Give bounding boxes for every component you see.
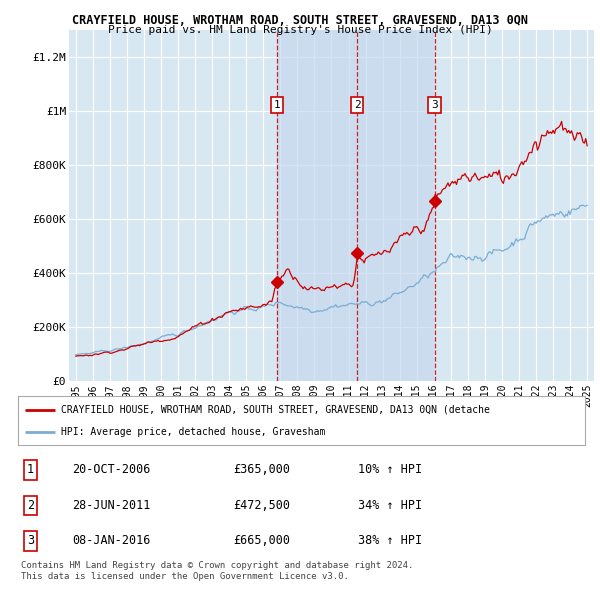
Text: £365,000: £365,000 (233, 463, 290, 476)
Text: CRAYFIELD HOUSE, WROTHAM ROAD, SOUTH STREET, GRAVESEND, DA13 0QN: CRAYFIELD HOUSE, WROTHAM ROAD, SOUTH STR… (72, 14, 528, 27)
Text: Price paid vs. HM Land Registry's House Price Index (HPI): Price paid vs. HM Land Registry's House … (107, 25, 493, 35)
Text: 3: 3 (27, 535, 34, 548)
Text: 10% ↑ HPI: 10% ↑ HPI (358, 463, 422, 476)
Text: HPI: Average price, detached house, Gravesham: HPI: Average price, detached house, Grav… (61, 427, 325, 437)
Text: 08-JAN-2016: 08-JAN-2016 (72, 535, 150, 548)
Text: This data is licensed under the Open Government Licence v3.0.: This data is licensed under the Open Gov… (21, 572, 349, 581)
Text: CRAYFIELD HOUSE, WROTHAM ROAD, SOUTH STREET, GRAVESEND, DA13 0QN (detache: CRAYFIELD HOUSE, WROTHAM ROAD, SOUTH STR… (61, 405, 490, 415)
Text: £472,500: £472,500 (233, 499, 290, 512)
Text: Contains HM Land Registry data © Crown copyright and database right 2024.: Contains HM Land Registry data © Crown c… (21, 560, 413, 569)
Bar (277, 30, 434, 381)
Text: 3: 3 (431, 100, 438, 110)
Text: 34% ↑ HPI: 34% ↑ HPI (358, 499, 422, 512)
Text: 20-OCT-2006: 20-OCT-2006 (72, 463, 150, 476)
Text: 2: 2 (353, 100, 361, 110)
Text: 28-JUN-2011: 28-JUN-2011 (72, 499, 150, 512)
Text: 2: 2 (27, 499, 34, 512)
Text: £665,000: £665,000 (233, 535, 290, 548)
Text: 1: 1 (274, 100, 280, 110)
Text: 1: 1 (27, 463, 34, 476)
Text: 38% ↑ HPI: 38% ↑ HPI (358, 535, 422, 548)
